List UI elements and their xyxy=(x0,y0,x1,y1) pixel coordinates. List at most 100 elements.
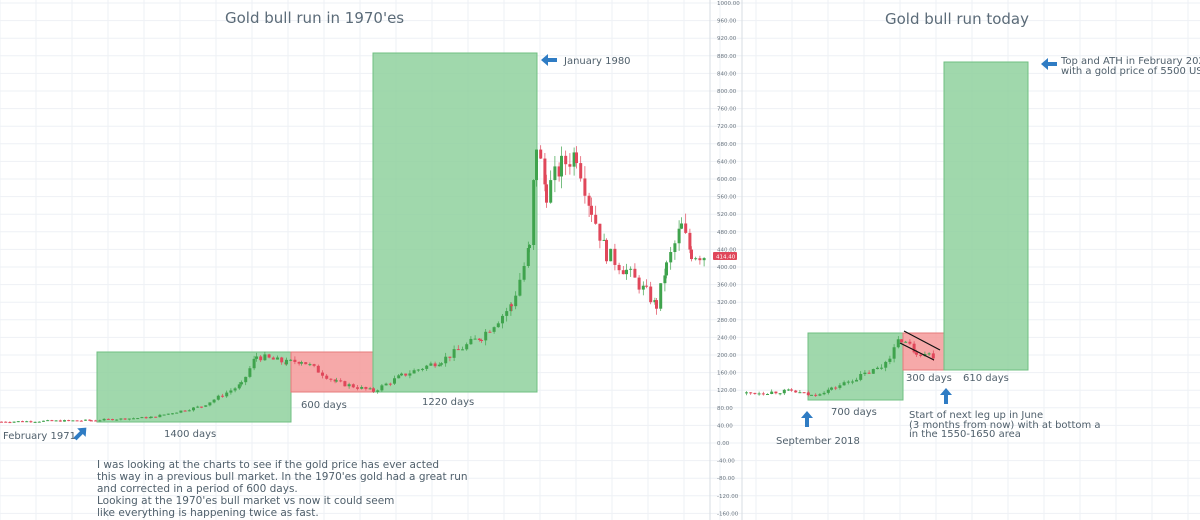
candle xyxy=(798,392,802,394)
candle xyxy=(465,344,469,350)
candle xyxy=(384,383,388,386)
candle xyxy=(560,155,563,177)
candle xyxy=(75,420,79,422)
candle xyxy=(325,375,329,379)
candle xyxy=(528,245,531,249)
candle xyxy=(663,275,667,284)
candle xyxy=(308,364,312,366)
y-tick-label: -160.00 xyxy=(717,511,739,517)
candle xyxy=(871,369,875,374)
candle xyxy=(102,418,106,421)
candle xyxy=(12,421,16,423)
candle xyxy=(150,416,153,418)
box-610-days xyxy=(943,61,1029,371)
candle xyxy=(919,354,923,356)
candle xyxy=(368,388,372,390)
candle xyxy=(514,295,518,307)
y-tick-label: 320.00 xyxy=(717,300,737,306)
candle xyxy=(276,357,279,360)
candle xyxy=(285,359,288,365)
candle xyxy=(16,421,20,423)
y-tick-label: 80.00 xyxy=(717,406,733,412)
candle xyxy=(187,410,191,412)
candle xyxy=(859,374,863,380)
candle xyxy=(790,389,793,391)
candle xyxy=(372,388,375,392)
candle xyxy=(244,376,248,383)
candle xyxy=(166,413,170,415)
y-tick-label: 960.00 xyxy=(717,19,737,25)
candle xyxy=(63,420,66,422)
candle xyxy=(698,258,702,261)
candle xyxy=(393,378,396,384)
candle xyxy=(356,387,359,389)
candle xyxy=(787,389,790,391)
candle xyxy=(855,379,858,382)
y-tick-label: 880.00 xyxy=(717,54,737,60)
candle xyxy=(240,382,243,385)
arrow-start-next-leg-icon xyxy=(940,388,952,404)
candle xyxy=(806,392,810,396)
candle xyxy=(526,248,530,266)
candle xyxy=(834,387,838,389)
box-1220-days xyxy=(372,52,538,393)
candle xyxy=(568,164,572,167)
candle xyxy=(456,349,460,351)
y-tick-label: 520.00 xyxy=(717,212,737,218)
candle xyxy=(665,262,668,276)
candle xyxy=(452,349,456,358)
candle xyxy=(46,420,50,422)
candle xyxy=(179,410,183,413)
candle xyxy=(263,354,267,361)
candle xyxy=(196,406,200,408)
candle xyxy=(58,420,62,422)
candle xyxy=(778,393,782,395)
candle xyxy=(200,406,203,408)
candle xyxy=(425,365,429,369)
y-tick-label: -80.00 xyxy=(717,476,735,482)
svg-text:in the 1550-1650 area: in the 1550-1650 area xyxy=(909,429,1021,440)
candle xyxy=(753,392,757,394)
candle xyxy=(931,353,935,359)
y-tick-label: 240.00 xyxy=(717,335,737,341)
candle xyxy=(904,341,908,343)
candle xyxy=(233,388,237,391)
y-tick-label: 0.00 xyxy=(717,441,730,447)
candle xyxy=(637,277,641,290)
candle xyxy=(54,420,58,422)
candle xyxy=(297,361,301,364)
candle xyxy=(757,393,761,395)
candle xyxy=(669,252,673,263)
candle xyxy=(237,384,241,389)
candle xyxy=(280,357,284,363)
arrow-top-ath-icon xyxy=(1041,58,1057,70)
svg-text:and corrected in a period of 6: and corrected in a period of 600 days. xyxy=(97,483,298,495)
candle xyxy=(826,389,830,393)
candle xyxy=(927,353,931,355)
candle xyxy=(688,232,692,250)
candle xyxy=(162,414,166,416)
candle xyxy=(421,368,424,370)
note-top-ath: Top and ATH in February 2023 with a gold… xyxy=(1060,56,1200,77)
candle xyxy=(33,421,37,423)
candle xyxy=(863,372,867,375)
candle xyxy=(684,223,688,233)
candle xyxy=(271,357,275,360)
y-tick-label: 720.00 xyxy=(717,124,737,130)
candle xyxy=(380,385,384,391)
candle xyxy=(42,420,45,422)
svg-text:414.40: 414.40 xyxy=(716,255,736,261)
candle xyxy=(802,392,806,394)
candle xyxy=(136,418,140,420)
candle xyxy=(440,363,443,365)
candle xyxy=(583,178,587,196)
candle xyxy=(4,421,8,423)
candle xyxy=(123,418,127,420)
y-tick-label: 280.00 xyxy=(717,318,737,324)
candle xyxy=(115,419,119,421)
candle xyxy=(505,311,509,316)
candle xyxy=(29,421,33,423)
label-600-days: 600 days xyxy=(301,400,347,411)
candle xyxy=(539,149,543,159)
